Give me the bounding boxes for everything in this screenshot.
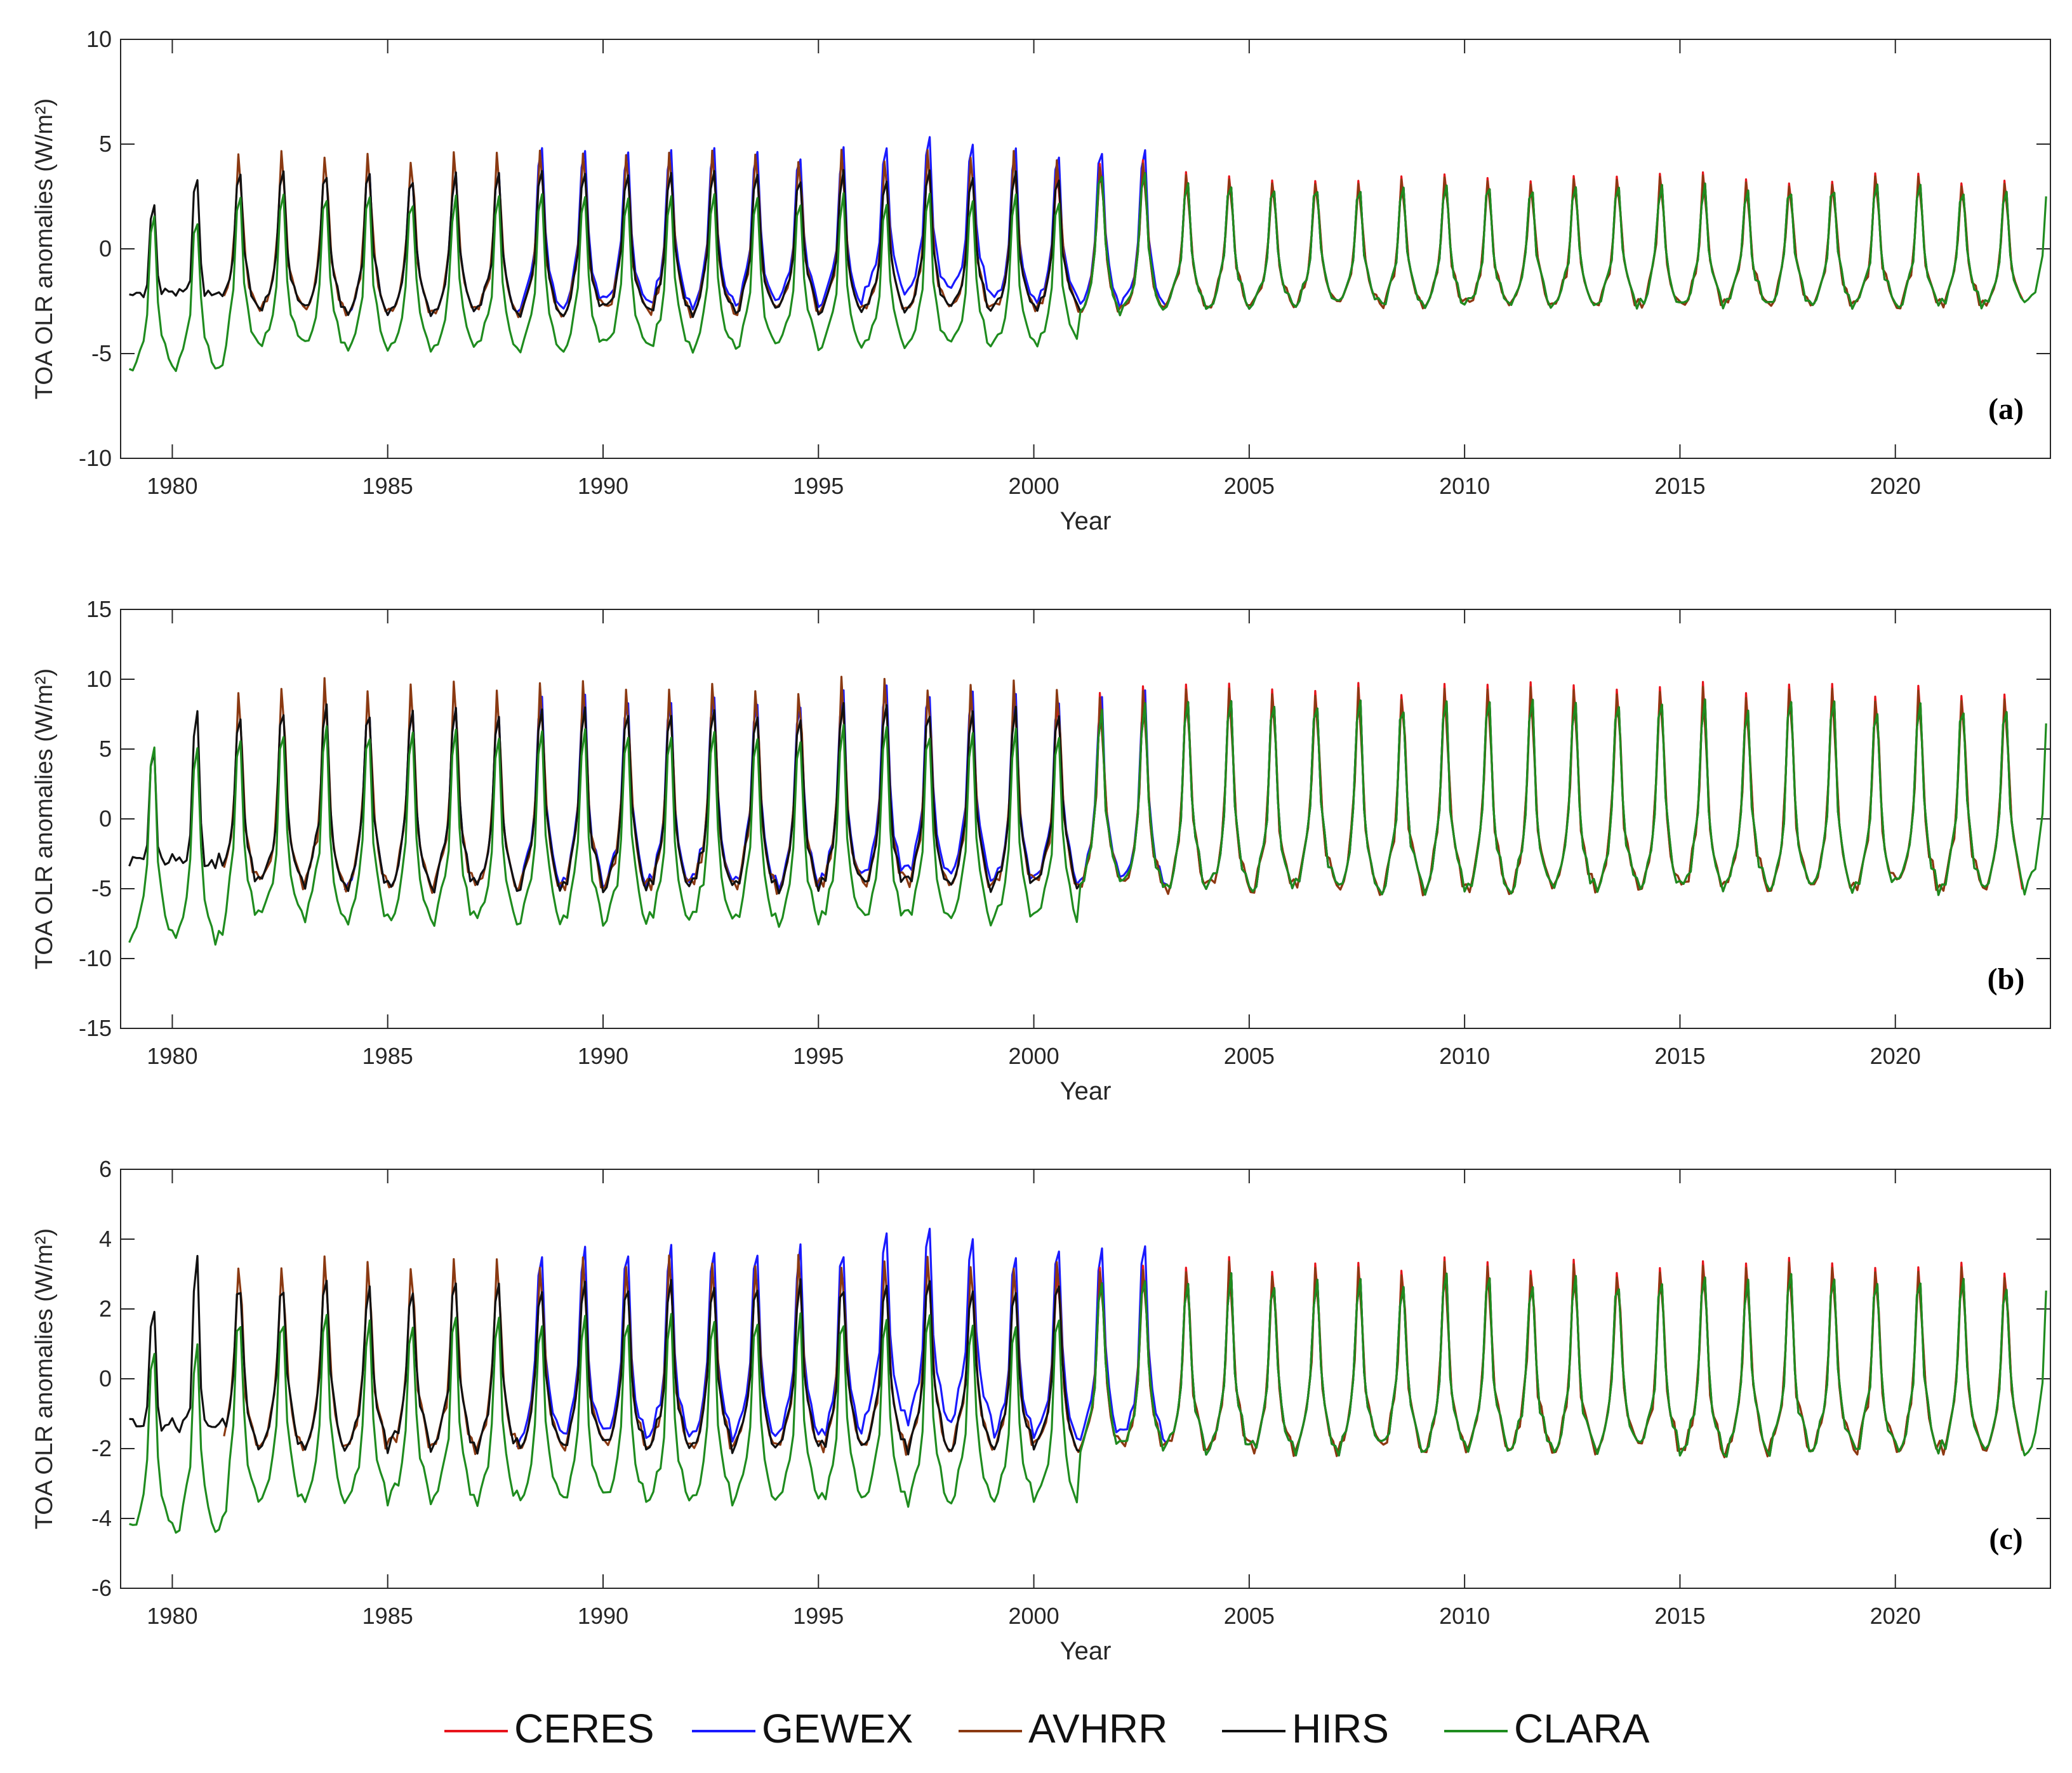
x-tick-label: 2005 xyxy=(1224,1043,1275,1069)
x-tick-label: 2020 xyxy=(1870,1603,1921,1629)
x-tick-label: 2020 xyxy=(1870,1043,1921,1069)
y-tick-label: -5 xyxy=(91,875,112,901)
x-tick-label: 2015 xyxy=(1654,1043,1705,1069)
x-tick-label: 1990 xyxy=(578,1043,628,1069)
x-tick-label: 2000 xyxy=(1009,1603,1059,1629)
y-axis-label: TOA OLR anomalies (W/m²) xyxy=(31,668,58,969)
y-tick-label: 10 xyxy=(86,666,112,692)
y-tick-label: 5 xyxy=(99,131,112,157)
y-tick-label: -2 xyxy=(91,1435,112,1461)
x-tick-label: 2000 xyxy=(1009,1043,1059,1069)
chart-panel-a: 1980 1985 1990 1995 2000 2005 2010 2015 2020 -10 -… xyxy=(31,26,2051,535)
x-tick-label: 1995 xyxy=(793,1603,844,1629)
x-tick-label: 1995 xyxy=(793,473,844,499)
legend-label-gewex: GEWEX xyxy=(762,1706,913,1751)
x-tick-label: 2015 xyxy=(1654,473,1705,499)
legend-label-ceres: CERES xyxy=(514,1706,654,1751)
axes-box xyxy=(120,1169,2051,1589)
y-tick-label: -6 xyxy=(91,1575,112,1601)
x-tick-label: 1980 xyxy=(147,1043,197,1069)
chart-panel-c: 1980 1985 1990 1995 2000 2005 2010 2015 2020 -6 -4… xyxy=(31,1156,2051,1665)
x-tick-label: 1985 xyxy=(362,1043,413,1069)
x-tick-label: 1985 xyxy=(362,473,413,499)
x-tick-label: 2005 xyxy=(1224,1603,1275,1629)
series-line-clara xyxy=(128,172,2047,373)
x-tick-label: 1990 xyxy=(578,473,628,499)
legend-label-avhrr: AVHRR xyxy=(1028,1706,1167,1751)
y-tick-label: -4 xyxy=(91,1505,112,1531)
x-tick-label: 1980 xyxy=(147,473,197,499)
series-group xyxy=(129,1227,2047,1534)
x-tick-label: 2005 xyxy=(1224,473,1275,499)
y-tick-label: 0 xyxy=(99,1365,112,1391)
y-tick-label: 15 xyxy=(86,596,112,622)
chart-panel-b: 1980 1985 1990 1995 2000 2005 2010 2015 2020 -15 -… xyxy=(31,596,2051,1105)
y-tick-label: 10 xyxy=(86,26,112,52)
x-tick-label: 2010 xyxy=(1439,1043,1490,1069)
series-group xyxy=(128,136,2047,373)
y-tick-label: 5 xyxy=(99,736,112,762)
legend-label-clara: CLARA xyxy=(1514,1706,1650,1751)
panel-label: (a) xyxy=(1988,392,2024,426)
y-axis-label: TOA OLR anomalies (W/m²) xyxy=(31,1228,58,1529)
y-tick-label: 4 xyxy=(99,1226,112,1252)
series-line-clara xyxy=(129,1272,2047,1534)
x-tick-label: 2015 xyxy=(1654,1603,1705,1629)
legend: CERES GEWEX AVHRR HIRS CLARA xyxy=(444,1706,1650,1751)
panel-label: (b) xyxy=(1988,962,2025,996)
series-group xyxy=(128,675,2047,946)
x-axis-label: Year xyxy=(1060,1637,1112,1665)
y-tick-label: 0 xyxy=(99,236,112,262)
x-tick-label: 2010 xyxy=(1439,473,1490,499)
x-tick-label: 1995 xyxy=(793,1043,844,1069)
legend-label-hirs: HIRS xyxy=(1292,1706,1389,1751)
panel-label: (c) xyxy=(1989,1522,2022,1556)
y-tick-label: 2 xyxy=(99,1296,112,1322)
x-axis-label: Year xyxy=(1060,1077,1112,1105)
x-tick-label: 1980 xyxy=(147,1603,197,1629)
x-axis-label: Year xyxy=(1060,507,1112,535)
y-tick-label: 6 xyxy=(99,1156,112,1182)
y-axis-label: TOA OLR anomalies (W/m²) xyxy=(31,98,58,399)
x-tick-label: 2020 xyxy=(1870,473,1921,499)
x-tick-label: 2010 xyxy=(1439,1603,1490,1629)
y-tick-label: -15 xyxy=(79,1015,112,1041)
y-tick-label: 0 xyxy=(99,806,112,832)
y-tick-label: -10 xyxy=(79,445,112,471)
y-tick-label: -5 xyxy=(91,340,112,366)
x-tick-label: 2000 xyxy=(1009,473,1059,499)
axes-box xyxy=(120,39,2051,459)
y-tick-label: -10 xyxy=(79,945,112,971)
x-tick-label: 1990 xyxy=(578,1603,628,1629)
series-line-clara xyxy=(128,698,2047,946)
x-tick-label: 1985 xyxy=(362,1603,413,1629)
axes-box xyxy=(120,609,2051,1029)
